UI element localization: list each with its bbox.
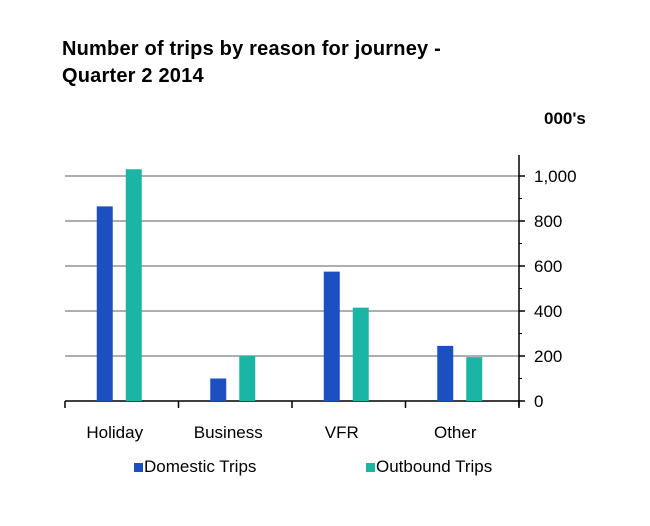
y-tick-label-1000: 1,000 xyxy=(534,167,577,186)
x-label-other: Other xyxy=(434,423,477,442)
legend-label-outbound: Outbound Trips xyxy=(376,457,493,476)
y-tick-label-0: 0 xyxy=(534,392,543,411)
bar-domestic-trips-other xyxy=(437,345,454,401)
bar-outbound-trips-holiday xyxy=(125,169,142,401)
bar-domestic-trips-business xyxy=(210,378,227,401)
legend-item-domestic: Domestic Trips xyxy=(134,457,256,477)
x-label-business: Business xyxy=(194,423,263,442)
bar-domestic-trips-holiday xyxy=(96,206,113,401)
x-label-holiday: Holiday xyxy=(86,423,143,442)
bar-outbound-trips-business xyxy=(239,356,256,401)
y-tick-label-400: 400 xyxy=(534,302,562,321)
legend-swatch-outbound xyxy=(366,462,375,472)
legend-swatch-domestic xyxy=(134,462,143,472)
chart-title: Number of trips by reason for journey - … xyxy=(62,36,582,90)
chart-legend: Domestic Trips Outbound Trips xyxy=(0,457,650,481)
y-tick-label-800: 800 xyxy=(534,212,562,231)
legend-label-domestic: Domestic Trips xyxy=(144,457,257,476)
y-axis-unit-label: 000's xyxy=(544,109,586,128)
legend-item-outbound: Outbound Trips xyxy=(366,457,492,477)
x-label-vfr: VFR xyxy=(325,423,359,442)
chart-title-line-1: Number of trips by reason for journey - xyxy=(62,38,441,60)
bar-outbound-trips-vfr xyxy=(352,307,369,401)
bar-outbound-trips-other xyxy=(466,357,483,401)
bar-domestic-trips-vfr xyxy=(323,271,340,401)
chart-title-line-2: Quarter 2 2014 xyxy=(62,65,204,87)
y-tick-label-200: 200 xyxy=(534,347,562,366)
y-tick-label-600: 600 xyxy=(534,257,562,276)
